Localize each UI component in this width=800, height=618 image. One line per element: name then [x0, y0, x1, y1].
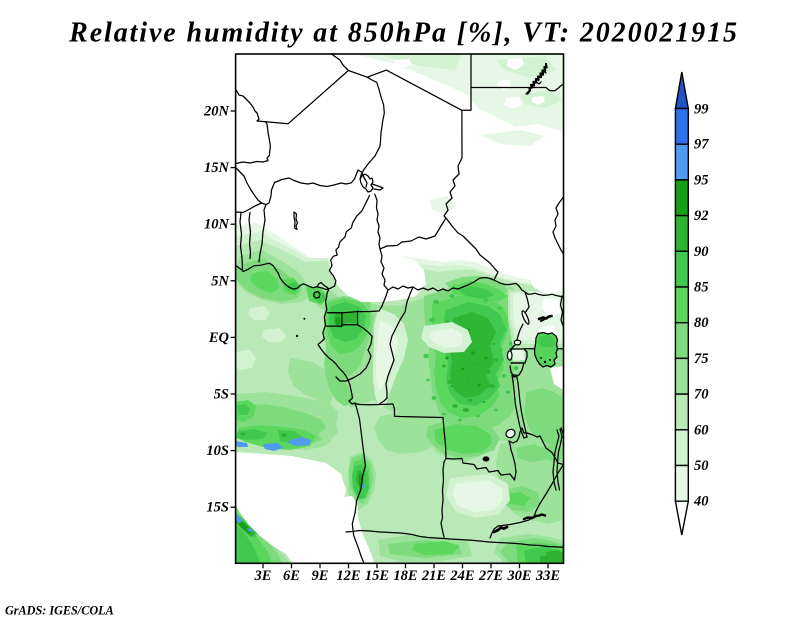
svg-text:92: 92: [694, 208, 709, 224]
svg-text:15E: 15E: [365, 568, 390, 584]
svg-text:12E: 12E: [336, 568, 361, 584]
svg-text:33E: 33E: [535, 568, 561, 584]
svg-text:40: 40: [693, 494, 709, 510]
svg-text:10N: 10N: [204, 217, 230, 233]
svg-text:3E: 3E: [254, 568, 272, 584]
svg-text:97: 97: [694, 137, 709, 153]
svg-text:50: 50: [694, 458, 709, 474]
svg-text:Relative humidity at 850hPa [%: Relative humidity at 850hPa [%], VT: 202…: [68, 18, 739, 49]
svg-text:90: 90: [694, 244, 709, 260]
svg-text:5N: 5N: [211, 273, 229, 289]
svg-text:27E: 27E: [478, 568, 504, 584]
svg-text:EQ: EQ: [208, 330, 230, 346]
svg-text:70: 70: [694, 387, 709, 403]
svg-text:10S: 10S: [206, 443, 229, 459]
svg-text:15N: 15N: [204, 160, 230, 176]
svg-text:30E: 30E: [506, 568, 532, 584]
svg-text:20N: 20N: [203, 104, 230, 120]
svg-text:80: 80: [694, 315, 709, 331]
svg-text:75: 75: [694, 351, 709, 367]
svg-text:5S: 5S: [214, 387, 229, 403]
svg-text:85: 85: [694, 280, 709, 296]
svg-text:6E: 6E: [283, 568, 300, 584]
svg-text:60: 60: [694, 422, 709, 438]
svg-text:24E: 24E: [449, 568, 475, 584]
svg-text:18E: 18E: [393, 568, 418, 584]
svg-text:95: 95: [694, 172, 709, 188]
svg-text:99: 99: [694, 102, 709, 118]
svg-text:21E: 21E: [421, 568, 447, 584]
svg-text:15S: 15S: [206, 500, 229, 516]
svg-text:9E: 9E: [312, 568, 329, 584]
svg-text:GrADS: IGES/COLA: GrADS: IGES/COLA: [5, 604, 114, 618]
